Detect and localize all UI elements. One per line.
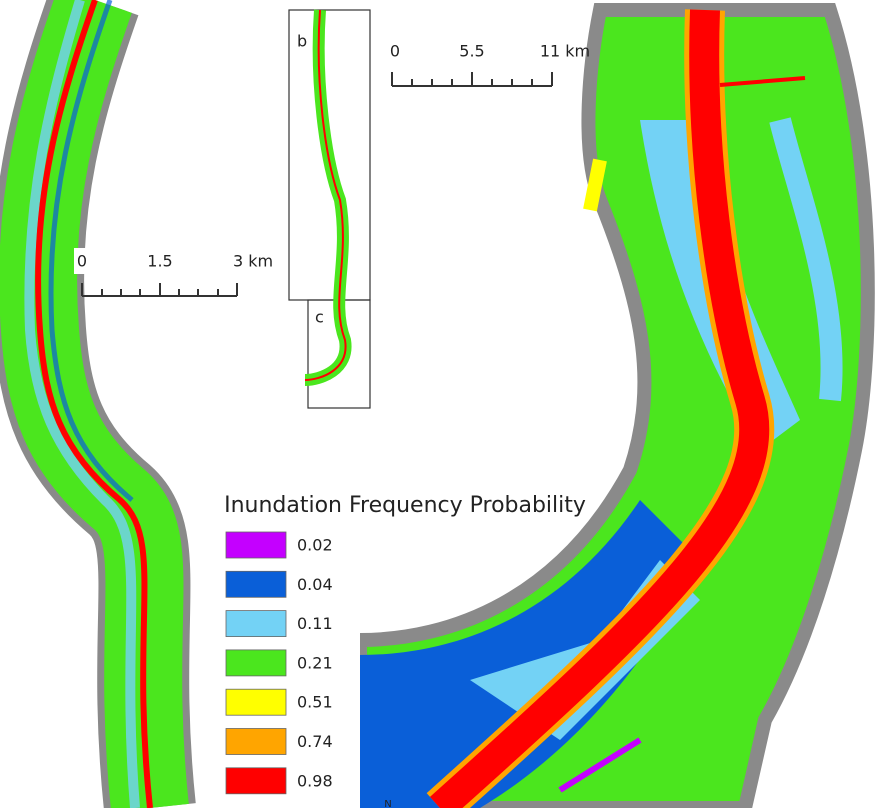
legend-title: Inundation Frequency Probability bbox=[224, 493, 586, 518]
legend-label: 0.02 bbox=[297, 536, 333, 555]
legend-swatch bbox=[226, 532, 286, 558]
north-label: N bbox=[384, 799, 391, 808]
scale-label: 11 km bbox=[540, 42, 590, 61]
inset: b c bbox=[289, 10, 370, 408]
scale-label: 0 bbox=[77, 252, 87, 271]
inset-label: b bbox=[297, 32, 307, 51]
legend-label: 0.04 bbox=[297, 575, 333, 594]
legend-label: 0.74 bbox=[297, 732, 333, 751]
right-reach bbox=[360, 10, 868, 808]
map: b c 0 1.5 3 km 0 5.5 11 km Inundation Fr… bbox=[0, 0, 895, 808]
legend-label: 0.98 bbox=[297, 771, 333, 790]
legend-swatch bbox=[226, 768, 286, 794]
legend-label: 0.21 bbox=[297, 653, 333, 672]
scale-bar: 0 1.5 3 km bbox=[74, 248, 284, 296]
scale-label: 5.5 bbox=[459, 42, 484, 61]
inset-label: c bbox=[315, 308, 324, 327]
legend-label: 0.11 bbox=[297, 614, 333, 633]
scale-label: 3 km bbox=[233, 252, 273, 271]
scale-bar: 0 5.5 11 km bbox=[390, 42, 590, 87]
scale-label: 1.5 bbox=[147, 252, 172, 271]
legend-label: 0.51 bbox=[297, 693, 333, 712]
legend-swatch bbox=[226, 729, 286, 755]
legend-swatch bbox=[226, 571, 286, 597]
scale-label: 0 bbox=[390, 42, 400, 61]
left-reach bbox=[29, 0, 150, 808]
legend-swatch bbox=[226, 689, 286, 715]
legend-swatch bbox=[226, 611, 286, 637]
legend-swatch bbox=[226, 650, 286, 676]
